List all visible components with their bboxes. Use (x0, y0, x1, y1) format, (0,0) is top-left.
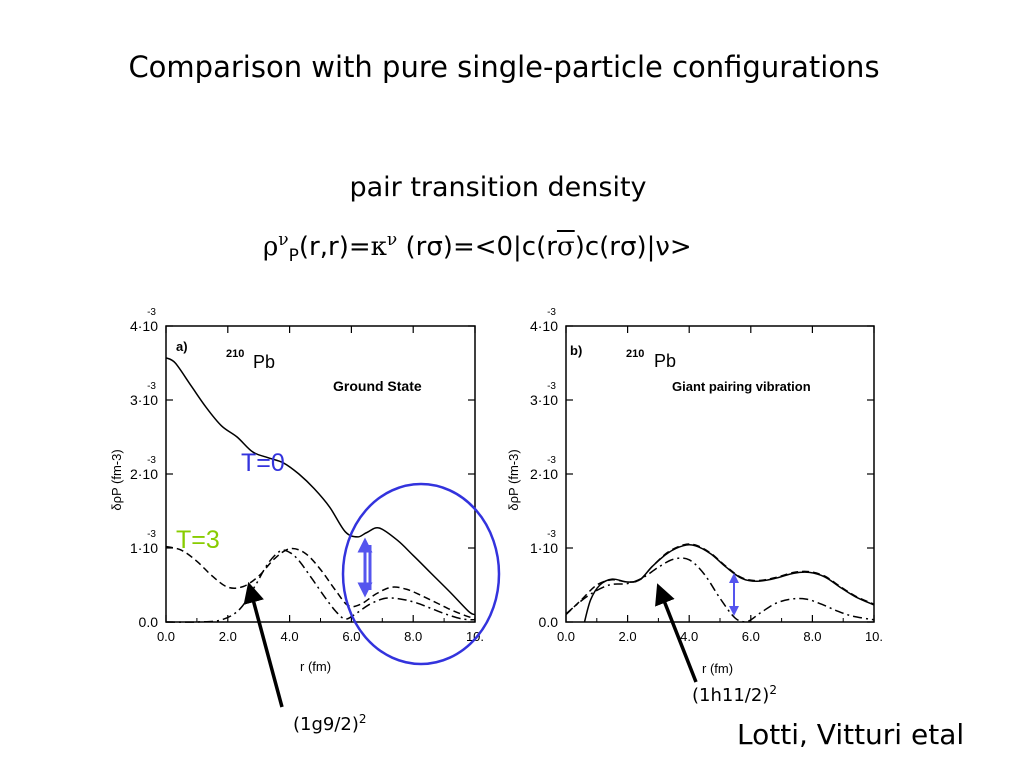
panel-a-ytick-label: 4·10 (130, 318, 158, 334)
right-config-arrow (655, 583, 698, 683)
formula-args: (r,r)= (298, 232, 371, 262)
panel-b-ytick-label: 0.0 (539, 614, 559, 630)
panel-b-ylabel: δρP (fm-3) (506, 449, 521, 510)
panel-a-xtick-label: 8.0 (404, 629, 422, 644)
panel-a-ytick-exp: -3 (147, 307, 156, 318)
formula-nu2-sup: ν (386, 230, 398, 250)
formula-p-sub: P (288, 246, 299, 266)
panel-b: 0.0 2.0 4.0 6.0 8.0 10.0.01·10-32·10-33·10-34… (506, 307, 883, 683)
panel-a-series-dash (165, 545, 476, 620)
formula-rho: ρ (263, 232, 279, 262)
formula-part1: (rσ)=<0|c(r (397, 232, 557, 262)
panel-a-frame (165, 325, 476, 623)
slide-subtitle: pair transition density (349, 172, 647, 203)
panel-b-xtick-label: 6.0 (742, 629, 760, 644)
panel-b-ytick-label: 4·10 (530, 318, 558, 334)
panel-a-xtick-label: 2.0 (219, 629, 237, 644)
panel-b-xtick-label: 4.0 (680, 629, 698, 644)
highlight-ellipse (341, 482, 501, 666)
panel-b-ytick-exp: -3 (547, 307, 556, 318)
panel-a-ylabel: δρP (fm-3) (109, 449, 124, 510)
panel-b-xtick-label: 2.0 (619, 629, 637, 644)
panel-b-label: b) (570, 343, 582, 358)
panel-b-ytick-label: 3·10 (530, 392, 558, 408)
panel-a-xtick-label: 6.0 (342, 629, 360, 644)
pair-density-formula: ρνP(r,r)=κν (rσ)=<0|c(rσ)c(rσ)|ν> (263, 230, 692, 266)
panel-b-series-dashdot (565, 557, 875, 623)
panel-b-xtick-label: 0.0 (557, 629, 575, 644)
panel-b-title: Giant pairing vibration (672, 379, 811, 394)
panel-a-label: a) (176, 339, 188, 354)
panel-a-nucleus: Pb (253, 352, 275, 372)
panel-a-ytick-label: 0.0 (139, 614, 159, 630)
citation: Lotti, Vitturi etal (737, 718, 965, 751)
panel-b-ytick-label: 2·10 (530, 466, 558, 482)
panel-a-ticks: 0.0 2.0 4.0 6.0 8.0 10.0.01·10-32·10-33·10-34… (130, 307, 484, 644)
panel-a-series-solid (165, 357, 476, 616)
formula-sigma-bar: σ (556, 232, 575, 262)
panel-a-mass: 210 (226, 348, 244, 360)
label-t3: T=3 (176, 526, 220, 554)
panel-b-xtick-label: 8.0 (803, 629, 821, 644)
panel-b-ytick-exp: -3 (547, 529, 556, 540)
right-config-label: (1h11/2)2 (692, 683, 777, 706)
left-config-label: (1g9/2)2 (293, 712, 367, 735)
label-t0: T=0 (241, 449, 285, 477)
panel-a-ytick-exp: -3 (147, 455, 156, 466)
left-config-sup: 2 (358, 712, 367, 726)
right-config-sup: 2 (769, 683, 777, 697)
panel-a-ytick-label: 1·10 (130, 540, 158, 556)
formula-nu-sup: ν (278, 230, 289, 250)
panel-b-ytick-exp: -3 (547, 381, 556, 392)
panel-b-mass: 210 (626, 348, 644, 360)
panel-b-nucleus: Pb (654, 351, 676, 371)
formula-part2: )c(rσ)|ν> (574, 232, 692, 262)
panel-b-xlabel: r (fm) (702, 661, 733, 676)
panel-b-ticks: 0.0 2.0 4.0 6.0 8.0 10.0.01·10-32·10-33·10-34… (530, 307, 883, 644)
formula-kappa: κ (370, 232, 387, 262)
panel-b-ytick-exp: -3 (547, 455, 556, 466)
panel-a-series (165, 357, 476, 623)
panel-a: 0.0 2.0 4.0 6.0 8.0 10.0.01·10-32·10-33·10-34… (109, 307, 501, 708)
panel-a-xtick-label: 4.0 (281, 629, 299, 644)
left-config-arrow (243, 581, 284, 708)
panel-b-xtick-label: 10. (865, 629, 883, 644)
right-config-text: (1h11/2) (692, 685, 770, 706)
panel-a-xtick-label: 0.0 (157, 629, 175, 644)
panel-a-ytick-label: 2·10 (130, 466, 158, 482)
left-config-text: (1g9/2) (293, 714, 359, 735)
panel-a-ytick-label: 3·10 (130, 392, 158, 408)
slide-title: Comparison with pure single-particle con… (128, 50, 880, 84)
panel-b-series-solid (583, 544, 875, 623)
panel-a-ytick-exp: -3 (147, 381, 156, 392)
panel-b-series (565, 543, 875, 623)
panel-a-ytick-exp: -3 (147, 529, 156, 540)
panel-a-xlabel: r (fm) (300, 659, 331, 674)
panel-b-ytick-label: 1·10 (530, 540, 558, 556)
panel-a-series-dashdot (165, 549, 476, 623)
panel-a-title: Ground State (333, 378, 422, 394)
